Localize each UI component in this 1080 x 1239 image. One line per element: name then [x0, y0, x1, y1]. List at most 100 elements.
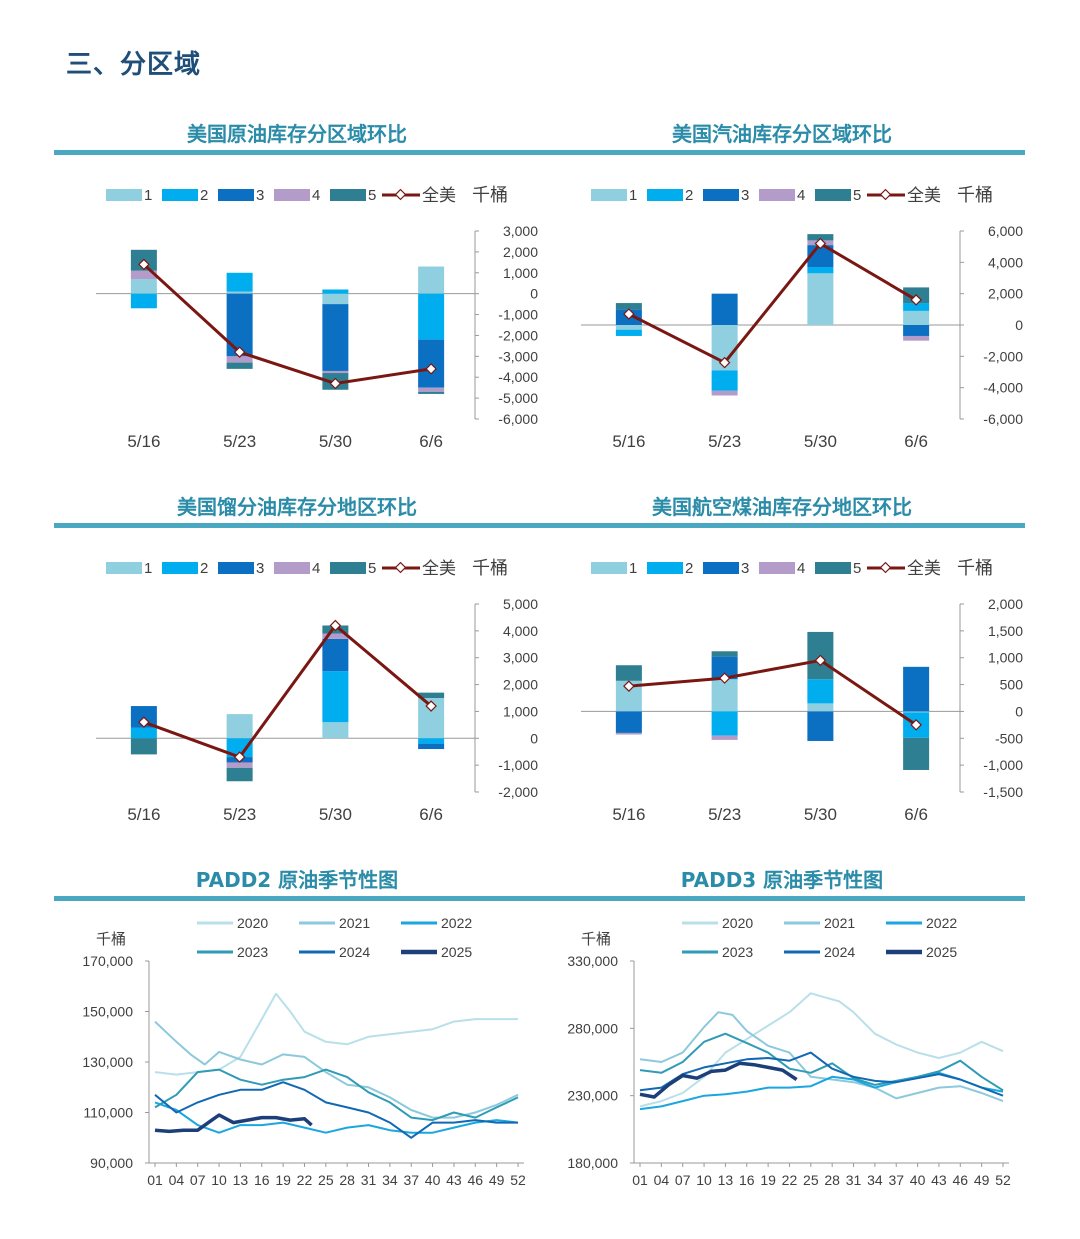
total-point-6/6 [425, 700, 437, 712]
bar-segment-2-5/30 [807, 679, 834, 704]
legend-item-1: 1 [591, 187, 637, 204]
y-tick-label: 0 [530, 730, 538, 746]
legend-label: 1 [144, 560, 152, 577]
bar-segment-3-5/16 [615, 711, 642, 733]
legend-swatch [759, 189, 795, 201]
x-tick-label: 5/30 [804, 432, 837, 451]
x-tick-label: 49 [974, 1172, 990, 1188]
x-tick-label: 31 [846, 1172, 862, 1188]
legend-swatch [162, 562, 198, 574]
y-tick-label: -1,500 [983, 784, 1023, 800]
x-tick-label: 40 [425, 1172, 441, 1188]
bar-segment-3-5/23 [711, 293, 738, 325]
legend-label: 2022 [926, 915, 957, 931]
legend-item-2024: 2024 [299, 944, 370, 960]
chart-title: 美国汽油库存分区域环比 [672, 122, 892, 146]
legend-label: 1 [144, 187, 152, 204]
y-tick-label: 90,000 [90, 1155, 133, 1171]
legend-item-4: 4 [274, 560, 320, 577]
x-tick-label: 5/30 [319, 432, 352, 451]
title-underline [539, 523, 1025, 528]
legend-swatch [703, 189, 739, 201]
x-tick-label: 04 [169, 1172, 185, 1188]
unit-label: 千桶 [472, 558, 508, 578]
x-tick-label: 5/23 [708, 805, 741, 824]
total-point-5/16 [623, 308, 635, 320]
bar-segment-2-5/30 [322, 671, 349, 723]
legend-item-2023: 2023 [682, 944, 753, 960]
legend-label: 2 [685, 560, 693, 577]
crude-inventory-chart: 1 2 3 4 5 全美 千桶 3,000 2,000 1,000 0 -1,000 -2,000 -3,… [96, 185, 538, 451]
y-tick-label: -500 [995, 730, 1023, 746]
series-line-2022 [154, 1101, 519, 1134]
legend-swatch [591, 562, 627, 574]
y-tick-label: 1,000 [503, 265, 538, 281]
legend-item-2: 2 [162, 560, 208, 577]
legend-item-2022: 2022 [886, 915, 957, 931]
bar-segment-1-5/30 [807, 703, 834, 712]
legend-swatch [647, 189, 683, 201]
legend-label: 5 [368, 560, 376, 577]
title-underline [54, 523, 540, 528]
legend-item-total: 全美 [867, 186, 941, 205]
bar-segment-5-5/23 [226, 767, 253, 782]
x-tick-label: 5/16 [127, 805, 160, 824]
x-tick-label: 6/6 [904, 805, 928, 824]
x-tick-label: 25 [318, 1172, 334, 1188]
y-tick-label: 2,000 [988, 286, 1023, 302]
bar-segment-5-5/23 [226, 362, 253, 369]
legend-marker [879, 188, 892, 201]
total-point-5/23 [718, 672, 731, 684]
unit-label: 千桶 [957, 185, 993, 205]
bar-segment-3-6/6 [903, 666, 930, 712]
x-tick-label: 01 [632, 1172, 648, 1188]
legend-swatch [815, 562, 851, 574]
legend-item-total: 全美 [867, 559, 941, 578]
total-line [143, 623, 433, 759]
legend-label: 3 [741, 560, 749, 577]
legend-item-2025: 2025 [401, 944, 472, 960]
legend-item-1: 1 [106, 187, 152, 204]
gasoline-inventory-chart: 1 2 3 4 5 全美 千桶 6,000 4,000 2,000 0 -2,000 -4,000 -6,… [581, 185, 1023, 451]
bar-segment-3-5/30 [807, 711, 834, 741]
unit-label: 千桶 [581, 931, 611, 948]
x-tick-label: 37 [403, 1172, 419, 1188]
total-point-6/6 [910, 294, 922, 306]
x-tick-label: 43 [446, 1172, 462, 1188]
total-line [628, 241, 917, 365]
legend-swatch [162, 189, 198, 201]
legend-label: 2023 [722, 944, 753, 960]
y-tick-label: 330,000 [567, 953, 618, 969]
bar-segment-1-5/16 [130, 279, 157, 294]
x-tick-label: 01 [147, 1172, 163, 1188]
x-tick-label: 52 [995, 1172, 1011, 1188]
bar-segment-5-5/16 [130, 738, 157, 755]
bar-segment-1-6/6 [903, 711, 930, 713]
legend-swatch [106, 562, 142, 574]
y-tick-label: -2,000 [498, 784, 538, 800]
legend-item-2021: 2021 [784, 915, 855, 931]
legend-item-1: 1 [106, 560, 152, 577]
chart-title: PADD2 原油季节性图 [195, 868, 399, 892]
legend-swatch [218, 189, 254, 201]
total-line [628, 658, 917, 727]
legend-swatch [703, 562, 739, 574]
x-tick-label: 5/30 [319, 805, 352, 824]
x-tick-label: 52 [510, 1172, 526, 1188]
y-tick-label: 0 [1015, 317, 1023, 333]
bar-segment-2-6/6 [903, 303, 930, 311]
x-tick-label: 43 [931, 1172, 947, 1188]
y-tick-label: 2,000 [503, 677, 538, 693]
x-tick-label: 5/16 [612, 805, 645, 824]
x-tick-label: 6/6 [419, 805, 443, 824]
bar-segment-4-6/6 [903, 335, 930, 341]
series-line-2021 [639, 1011, 1004, 1103]
chart-title: 美国馏分油库存分地区环比 [177, 495, 417, 519]
y-tick-label: 4,000 [503, 623, 538, 639]
legend-swatch [330, 562, 366, 574]
legend-label: 3 [256, 560, 264, 577]
y-tick-label: 4,000 [988, 254, 1023, 270]
legend-label: 5 [853, 560, 861, 577]
y-tick-label: 0 [1015, 703, 1023, 719]
bar-segment-4-5/30 [322, 370, 349, 374]
